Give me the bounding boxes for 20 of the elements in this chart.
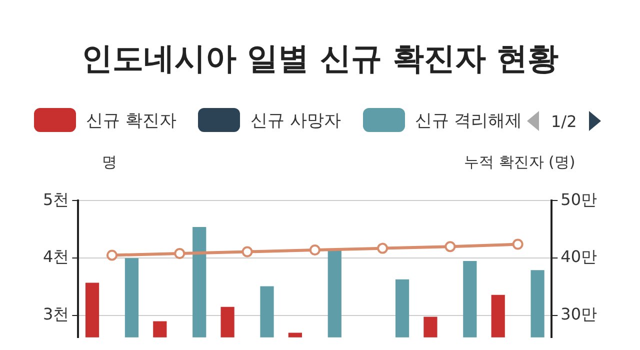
y-tick-label: 3천 [42,304,70,324]
point [444,241,456,252]
y-tick-label: 4천 [42,247,70,266]
y2-tick-label: 40만 [560,247,597,266]
text: 1/2 [551,112,577,130]
point [377,242,388,254]
point [174,248,186,259]
y2-tick-label: 30만 [560,304,597,324]
y2-axis-title: 누적 확진자 (명) [464,153,576,172]
y2-tick-label: 50만 [560,190,597,209]
point [106,250,118,261]
point [512,238,524,250]
legend-label: 신규 사망자 [250,110,341,132]
chart-title: 인도네시아 일별 신규 확진자 현황 [80,40,560,79]
legend-label: 신규 격리해제 [414,110,522,132]
y-tick-label: 5천 [42,190,70,209]
legend-label: 신규 확진자 [86,110,176,132]
y-axis-title: 명 [102,153,117,172]
point [242,246,253,258]
point [309,244,320,256]
